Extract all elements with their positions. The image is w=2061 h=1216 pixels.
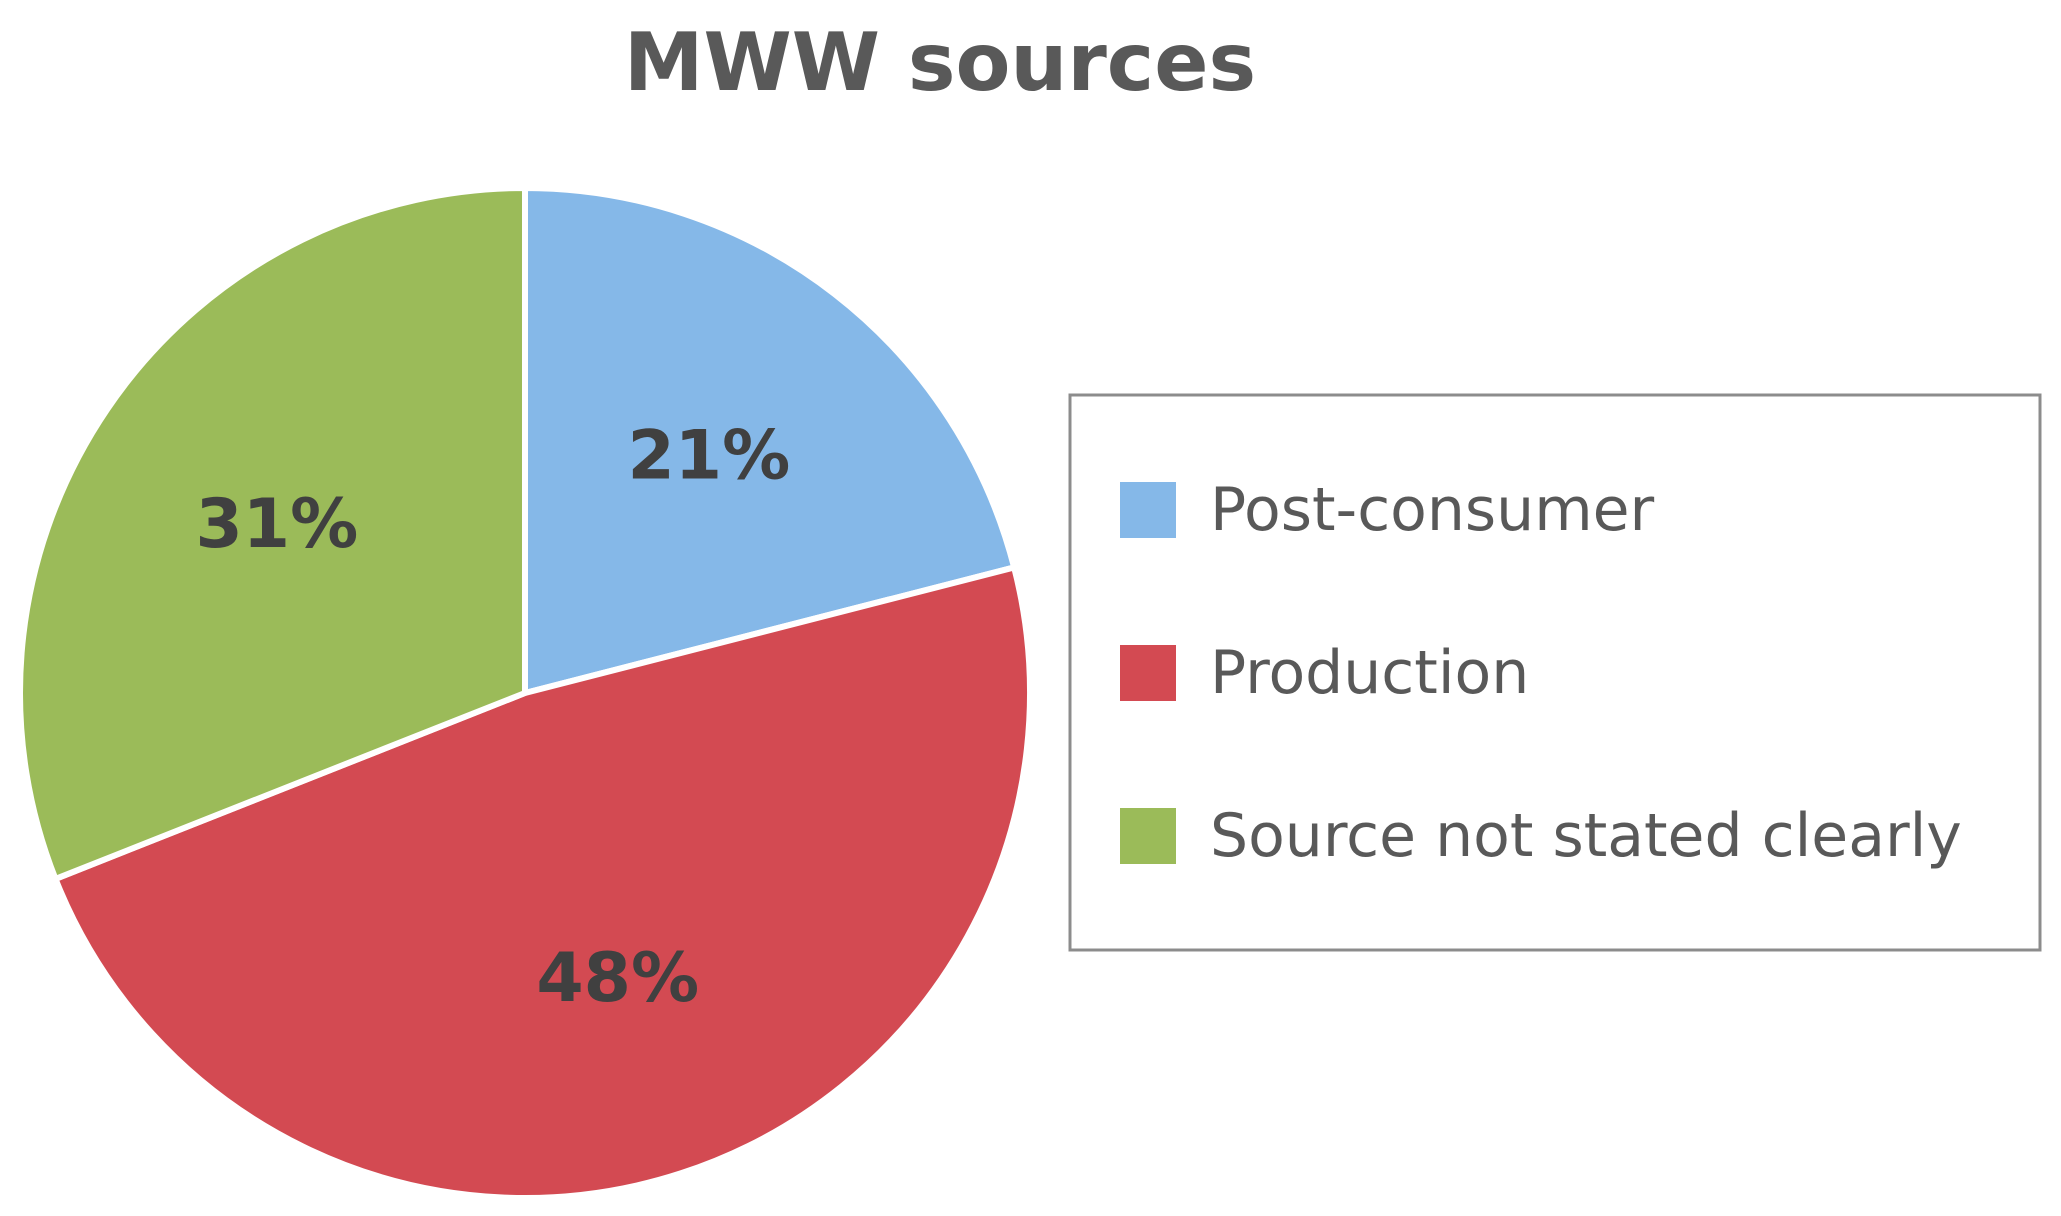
legend-box xyxy=(1068,393,2042,952)
legend-label-production: Production xyxy=(1210,638,1529,708)
slice-label-post-consumer: 21% xyxy=(627,416,790,495)
slice-label-production: 48% xyxy=(536,939,699,1018)
pie-slice-post-consumer xyxy=(522,185,1018,696)
legend-entries: Post-consumer Production Source not stated… xyxy=(1120,475,1962,871)
legend-item-production: Production xyxy=(1120,638,1529,708)
legend-item-source-not-stated-clearly: Source not stated clearly xyxy=(1120,801,1962,871)
legend-swatch-production xyxy=(1120,645,1176,701)
legend-label-post-consumer: Post-consumer xyxy=(1210,475,1655,545)
legend-item-post-consumer: Post-consumer xyxy=(1120,475,1655,545)
pie-slice-source-not-stated-clearly xyxy=(17,185,528,882)
pie-slices xyxy=(17,185,1033,1201)
chart-title: MWW sources xyxy=(624,16,1256,109)
pie-slice-production xyxy=(52,564,1033,1201)
pie-slice-labels: 21% 48% 31% xyxy=(195,416,790,1017)
slice-label-source-not-stated-clearly: 31% xyxy=(195,485,358,564)
legend-label-source-not-stated-clearly: Source not stated clearly xyxy=(1210,801,1962,871)
legend-swatch-post-consumer xyxy=(1120,482,1176,538)
legend: Post-consumer Production Source not stated… xyxy=(1068,393,2042,952)
legend-swatch-source-not-stated-clearly xyxy=(1120,808,1176,864)
